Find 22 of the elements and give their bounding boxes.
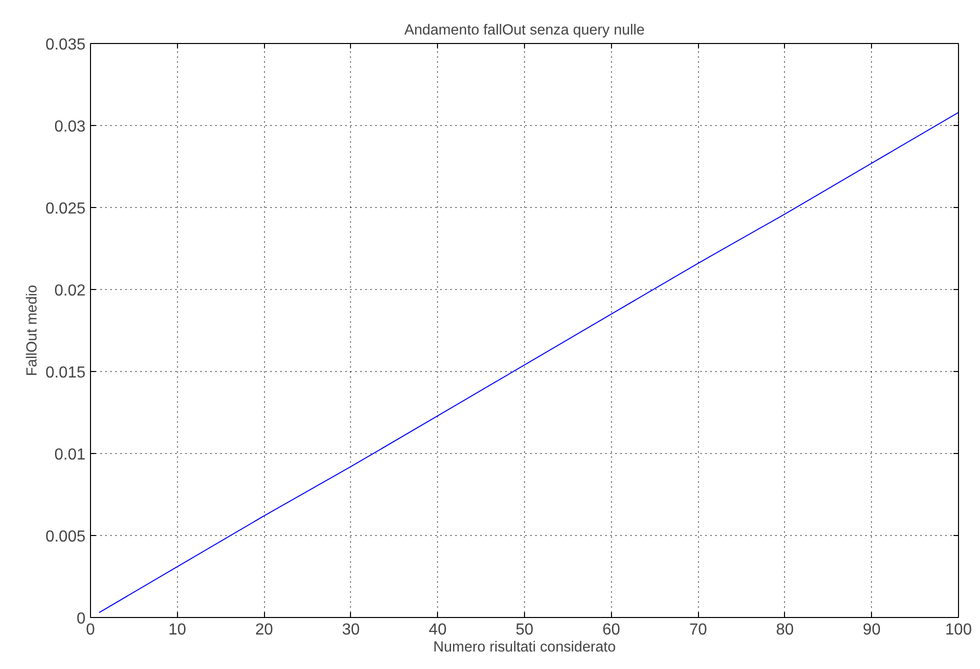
y-tick-label: 0.03 xyxy=(54,118,86,136)
x-axis-title: Numero risultati considerato xyxy=(433,640,616,656)
x-tick-label: 20 xyxy=(255,622,274,638)
y-tick-label: 0.025 xyxy=(45,200,86,218)
y-tick-label: 0 xyxy=(76,610,86,628)
y-axis-title: FallOut medio xyxy=(24,284,40,376)
chart-title: Andamento fallOut senza query nulle xyxy=(404,22,645,38)
x-tick-label: 70 xyxy=(689,622,708,638)
y-tick-label: 0.035 xyxy=(45,36,86,54)
y-tick-label: 0.02 xyxy=(54,282,86,300)
x-tick-label: 90 xyxy=(862,622,881,638)
y-tick-label: 0.005 xyxy=(45,528,86,546)
y-tick-label: 0.015 xyxy=(45,364,86,382)
x-tick-label: 40 xyxy=(428,622,447,638)
line-series xyxy=(98,112,958,614)
y-tick-label: 0.01 xyxy=(54,446,86,464)
x-tick-label: 100 xyxy=(945,622,972,638)
x-tick-label: 80 xyxy=(776,622,794,638)
x-tick-label: 60 xyxy=(602,622,620,638)
x-tick-label: 30 xyxy=(342,622,360,638)
x-tick-label: 10 xyxy=(168,622,186,638)
x-tick-label: 50 xyxy=(516,622,534,638)
